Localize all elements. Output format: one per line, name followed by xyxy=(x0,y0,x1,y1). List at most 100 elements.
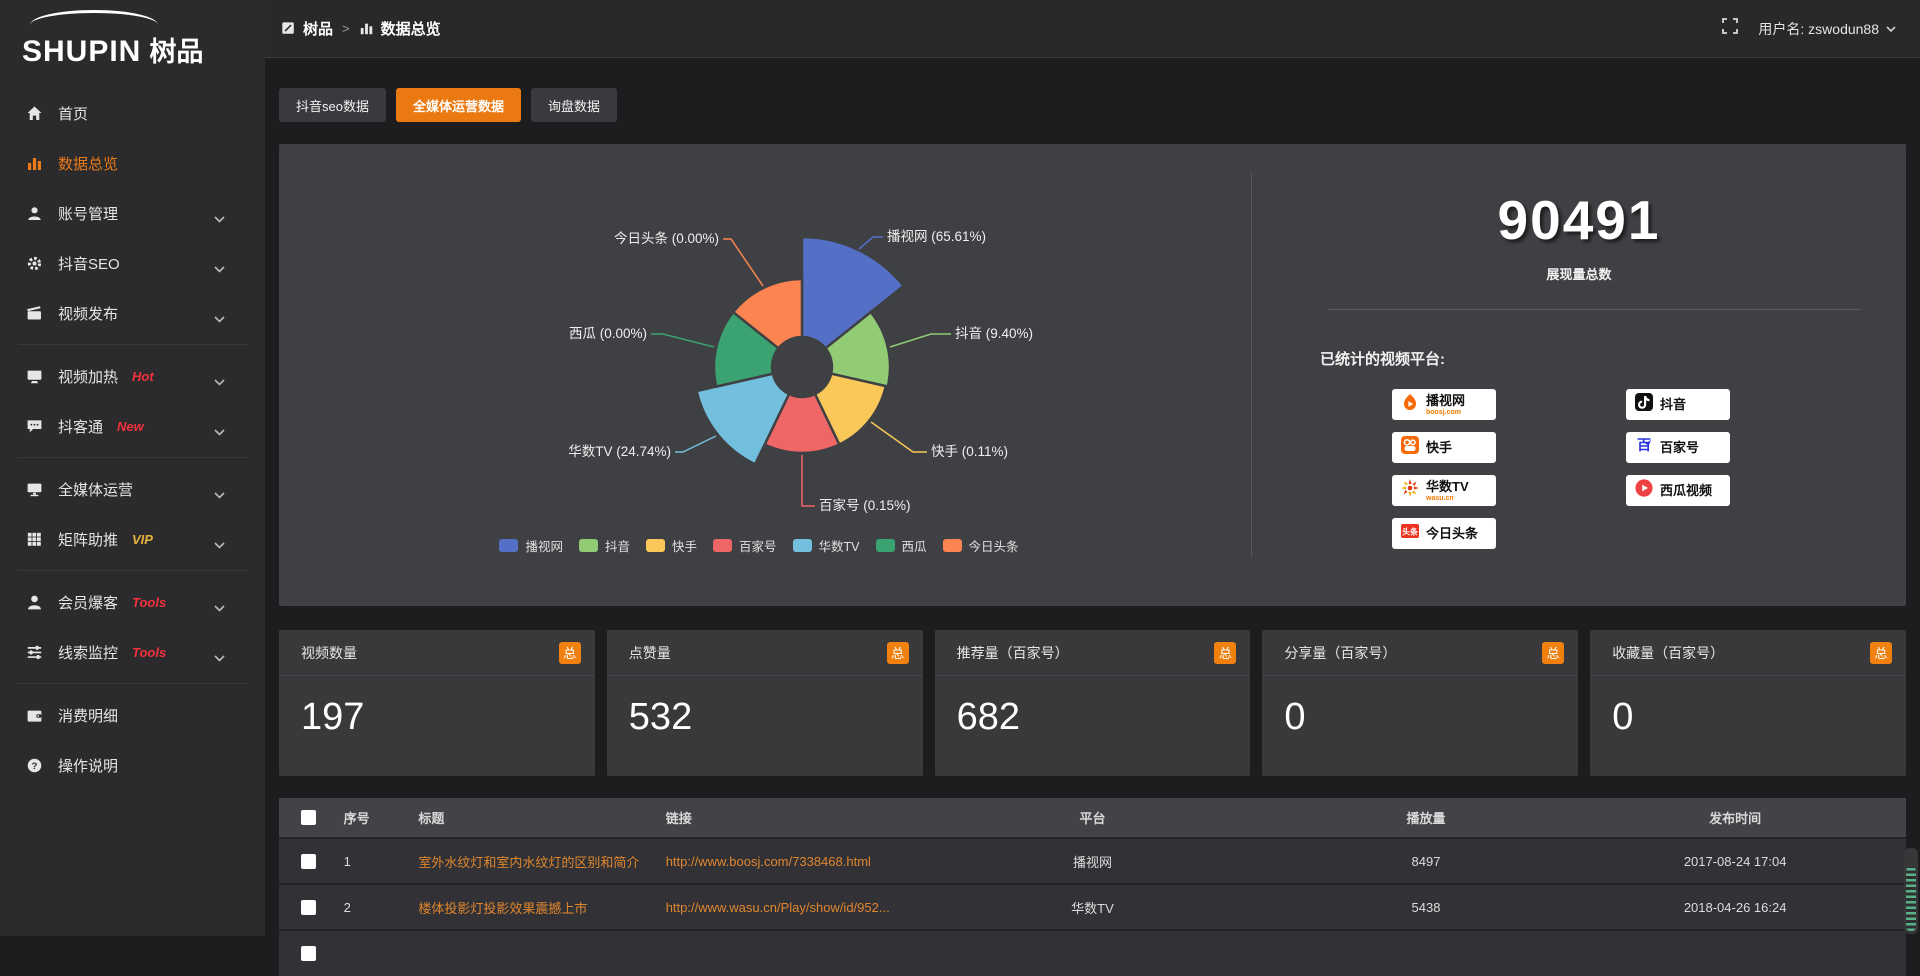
legend-item-华数TV[interactable]: 华数TV xyxy=(793,536,860,555)
table-row: 2 楼体投影灯投影效果震撼上市 http://www.wasu.cn/Play/sh… xyxy=(279,884,1906,930)
wallet-icon xyxy=(26,707,43,724)
sidebar-item-全媒体运营[interactable]: 全媒体运营 xyxy=(0,464,265,514)
fullscreen-icon[interactable] xyxy=(1722,18,1738,39)
sidebar-item-消费明细[interactable]: 消费明细 xyxy=(0,690,265,740)
tab-抖音seo数据[interactable]: 抖音seo数据 xyxy=(279,88,386,122)
platform-share-rose-chart[interactable]: 播视网 (65.61%)抖音 (9.40%)快手 (0.11%)百家号 (0.1… xyxy=(279,144,1239,544)
person-icon xyxy=(26,594,43,611)
kuaishou-logo xyxy=(1400,435,1420,460)
platform-badge-快手[interactable]: 快手 xyxy=(1392,432,1496,463)
menu-divider xyxy=(18,683,247,684)
legend-swatch xyxy=(579,539,598,552)
col-header-平台[interactable]: 平台 xyxy=(897,798,1287,838)
sidebar-item-首页[interactable]: 首页 xyxy=(0,88,265,138)
menu-divider xyxy=(18,344,247,345)
platforms-title: 已统计的视频平台: xyxy=(1320,348,1906,369)
data-tabs: 抖音seo数据全媒体运营数据询盘数据 xyxy=(279,88,1906,122)
slice-label-快手: 快手 (0.11%) xyxy=(931,444,1008,459)
platform-badge-抖音[interactable]: 抖音 xyxy=(1626,389,1730,420)
row-checkbox[interactable] xyxy=(301,946,316,961)
col-header-标题[interactable]: 标题 xyxy=(412,798,659,838)
col-header-链接[interactable]: 链接 xyxy=(660,798,898,838)
total-badge[interactable]: 总 xyxy=(1542,642,1564,664)
select-all-checkbox[interactable] xyxy=(301,810,316,825)
home-icon xyxy=(26,105,43,122)
cell-num: 2 xyxy=(338,884,413,930)
cell-time: 2018-04-26 16:24 xyxy=(1564,884,1906,930)
menu-divider xyxy=(18,570,247,571)
total-badge[interactable]: 总 xyxy=(887,642,909,664)
gear-icon xyxy=(26,255,43,272)
label-line-西瓜 xyxy=(651,334,714,347)
legend-swatch xyxy=(499,539,518,552)
label-line-华数TV xyxy=(675,436,716,452)
col-header-序号[interactable]: 序号 xyxy=(338,798,413,838)
sidebar-item-账号管理[interactable]: 账号管理 xyxy=(0,188,265,238)
menu-tag: Hot xyxy=(132,369,154,384)
cell-plays: 8497 xyxy=(1288,838,1565,884)
table-row-partial xyxy=(279,930,1906,976)
video-url-link[interactable]: http://www.wasu.cn/Play/show/id/952... xyxy=(666,900,890,915)
row-checkbox[interactable] xyxy=(301,900,316,915)
summary-divider xyxy=(1327,309,1861,310)
row-checkbox[interactable] xyxy=(301,854,316,869)
cell-platform: 播视网 xyxy=(897,838,1287,884)
platform-badge-西瓜视频[interactable]: 西瓜视频 xyxy=(1626,475,1730,506)
breadcrumb-item-数据总览[interactable]: 数据总览 xyxy=(359,18,441,39)
label-line-抖音 xyxy=(890,334,951,347)
chevron-down-icon xyxy=(214,649,225,666)
total-badge[interactable]: 总 xyxy=(1214,642,1236,664)
total-badge[interactable]: 总 xyxy=(559,642,581,664)
sidebar-item-操作说明[interactable]: ?操作说明 xyxy=(0,740,265,790)
platform-badge-今日头条[interactable]: 头条今日头条 xyxy=(1392,518,1496,549)
video-url-link[interactable]: http://www.boosj.com/7338468.html xyxy=(666,854,871,869)
clapper-icon xyxy=(26,305,43,322)
breadcrumb-separator: > xyxy=(342,21,350,36)
app-logo[interactable]: SHUPIN 树品 xyxy=(0,0,265,84)
scrollbar-thumb[interactable] xyxy=(1906,867,1916,931)
douyin-logo xyxy=(1634,392,1654,417)
pie-slice-华数TV[interactable] xyxy=(697,374,789,465)
stat-card-label: 视频数量 xyxy=(301,643,357,663)
breadcrumb-item-树品[interactable]: 树品 xyxy=(281,18,333,39)
legend-item-今日头条[interactable]: 今日头条 xyxy=(943,536,1019,555)
platform-badge-百家号[interactable]: 百百家号 xyxy=(1626,432,1730,463)
slice-label-播视网: 播视网 (65.61%) xyxy=(887,229,986,244)
legend-item-西瓜[interactable]: 西瓜 xyxy=(876,536,927,555)
menu-divider xyxy=(18,457,247,458)
username-label: 用户名: zswodun88 xyxy=(1758,19,1879,39)
col-header-发布时间[interactable]: 发布时间 xyxy=(1564,798,1906,838)
tab-询盘数据[interactable]: 询盘数据 xyxy=(531,88,617,122)
stat-card-value: 197 xyxy=(279,676,595,739)
sidebar-item-视频发布[interactable]: 视频发布 xyxy=(0,288,265,338)
user-menu[interactable]: 用户名: zswodun88 xyxy=(1758,19,1896,39)
video-title-link[interactable]: 室外水纹灯和室内水纹灯的区别和简介 xyxy=(418,855,639,870)
toutiao-logo: 头条 xyxy=(1400,521,1420,546)
total-badge[interactable]: 总 xyxy=(1870,642,1892,664)
legend-item-快手[interactable]: 快手 xyxy=(646,536,697,555)
slice-label-今日头条: 今日头条 (0.00%) xyxy=(614,230,719,246)
video-title-link[interactable]: 楼体投影灯投影效果震撼上市 xyxy=(418,901,587,916)
legend-item-百家号[interactable]: 百家号 xyxy=(713,536,777,555)
legend-swatch xyxy=(793,539,812,552)
col-header-播放量[interactable]: 播放量 xyxy=(1288,798,1565,838)
stat-card-value: 0 xyxy=(1590,676,1906,739)
tab-全媒体运营数据[interactable]: 全媒体运营数据 xyxy=(396,88,521,122)
legend-item-播视网[interactable]: 播视网 xyxy=(499,536,563,555)
doc-icon xyxy=(281,21,296,36)
sidebar-item-抖音SEO[interactable]: 抖音SEO xyxy=(0,238,265,288)
total-impressions-value: 90491 xyxy=(1252,188,1906,252)
page-scrollbar[interactable] xyxy=(1904,848,1918,934)
legend-item-抖音[interactable]: 抖音 xyxy=(579,536,630,555)
sidebar-item-数据总览[interactable]: 数据总览 xyxy=(0,138,265,188)
